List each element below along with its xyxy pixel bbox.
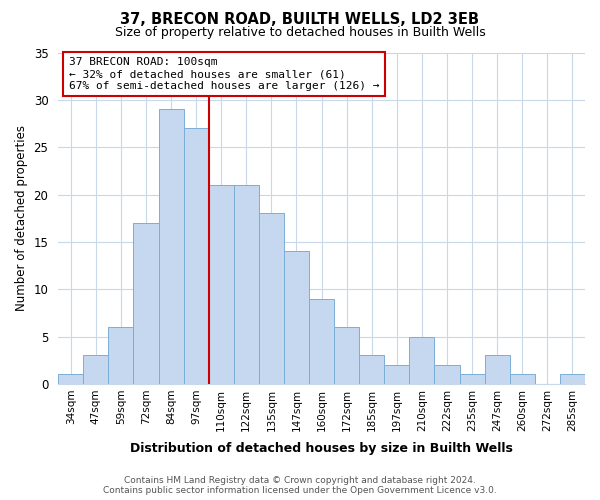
Text: Size of property relative to detached houses in Builth Wells: Size of property relative to detached ho…	[115, 26, 485, 39]
Bar	[133, 223, 158, 384]
Y-axis label: Number of detached properties: Number of detached properties	[15, 125, 28, 311]
Bar	[259, 214, 284, 384]
Bar	[409, 336, 434, 384]
Bar	[184, 128, 209, 384]
Bar	[284, 252, 309, 384]
Bar	[334, 327, 359, 384]
X-axis label: Distribution of detached houses by size in Builth Wells: Distribution of detached houses by size …	[130, 442, 513, 455]
Bar	[460, 374, 485, 384]
Bar	[158, 110, 184, 384]
Bar	[434, 365, 460, 384]
Text: 37 BRECON ROAD: 100sqm
← 32% of detached houses are smaller (61)
67% of semi-det: 37 BRECON ROAD: 100sqm ← 32% of detached…	[68, 58, 379, 90]
Bar	[83, 356, 109, 384]
Bar	[510, 374, 535, 384]
Bar	[359, 356, 384, 384]
Bar	[234, 185, 259, 384]
Bar	[560, 374, 585, 384]
Bar	[384, 365, 409, 384]
Bar	[309, 298, 334, 384]
Text: Contains HM Land Registry data © Crown copyright and database right 2024.
Contai: Contains HM Land Registry data © Crown c…	[103, 476, 497, 495]
Bar	[209, 185, 234, 384]
Text: 37, BRECON ROAD, BUILTH WELLS, LD2 3EB: 37, BRECON ROAD, BUILTH WELLS, LD2 3EB	[121, 12, 479, 28]
Bar	[109, 327, 133, 384]
Bar	[485, 356, 510, 384]
Bar	[58, 374, 83, 384]
